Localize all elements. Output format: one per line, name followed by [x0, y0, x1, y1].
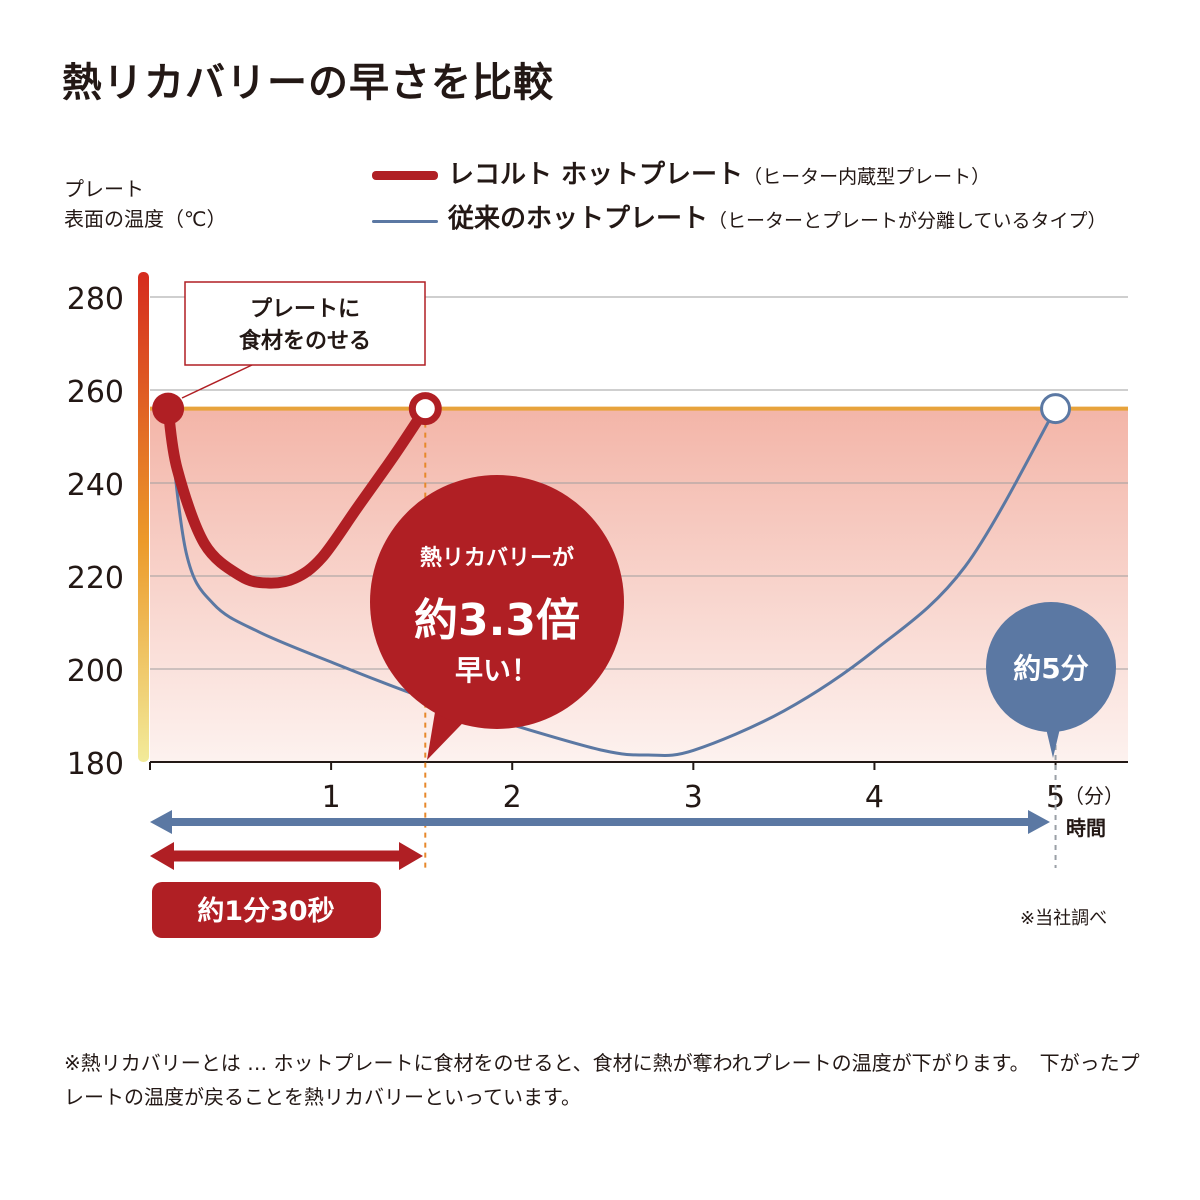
legend-name-recolte: レコルト ホットプレート: [448, 160, 744, 190]
x-tick-label-1: 2: [503, 780, 522, 815]
recolte-arrow-head-right: [399, 842, 423, 870]
y-tick-label-0: 180: [67, 747, 124, 782]
y-axis-label-line1: プレート: [64, 177, 144, 201]
duration-badge: [152, 882, 381, 938]
footnote: ※熱リカバリーとは … ホットプレートに食材をのせると、食材に熱が奪われプレート…: [64, 1051, 1140, 1109]
duration-badge-text: 約1分30秒: [197, 895, 334, 927]
legend-label-conventional: 従来のホットプレート（ヒーターとプレートが分離しているタイプ）: [448, 200, 1106, 240]
bubble-text-line3: 早い！: [455, 654, 539, 687]
conventional-end-point: [1040, 393, 1072, 425]
callout-text-line1: プレートに: [250, 297, 360, 322]
y-axis-label: プレート 表面の温度（℃）: [64, 174, 226, 234]
y-axis-label-line2: 表面の温度（℃）: [64, 207, 227, 231]
callout-box: [184, 281, 426, 366]
y-tick-label-4: 260: [67, 375, 124, 410]
recolte-arrow-head-left: [150, 842, 174, 870]
bubble-text-big: 約3.3倍: [414, 595, 580, 646]
series-line-conventional: [166, 407, 1057, 757]
series-line-recolte: [162, 403, 431, 589]
recovery-bubble: [370, 475, 624, 729]
recolte-end-point: [408, 392, 442, 426]
legend-name-conventional: 従来のホットプレート: [448, 204, 709, 234]
y-tick-label-5: 280: [67, 282, 124, 317]
y-tick-label-2: 220: [67, 561, 124, 596]
x-tick-label-3: 4: [865, 780, 884, 815]
bubble-text-line1: 熱リカバリーが: [420, 545, 574, 571]
legend-note-conventional: （ヒーターとプレートが分離しているタイプ）: [708, 210, 1107, 232]
legend-label-recolte: レコルト ホットプレート（ヒーター内蔵型プレート）: [448, 156, 990, 196]
source-note: ※当社調べ: [1020, 908, 1107, 929]
callout-text-line2: 食材をのせる: [239, 328, 371, 354]
callout-leader: [181, 364, 253, 399]
conventional-arrow-head-right: [1028, 810, 1050, 834]
y-tick-label-1: 200: [67, 654, 124, 689]
legend-swatch-blue: [372, 220, 438, 223]
x-axis-label: 時間: [1066, 816, 1106, 840]
x-unit-label: （分）: [1064, 784, 1124, 808]
x-tick-label-0: 1: [322, 780, 341, 815]
x-tick-label-2: 3: [684, 780, 703, 815]
y-tick-labels: 180 200 220 240 260 280: [67, 282, 124, 782]
five-min-bubble: [986, 602, 1116, 732]
y-tick-label-3: 240: [67, 468, 124, 503]
legend-swatch-red: [372, 171, 438, 180]
five-min-text: 約5分: [1013, 652, 1088, 685]
recolte-start-point: [152, 392, 185, 425]
legend-note-recolte: （ヒーター内蔵型プレート）: [743, 166, 991, 188]
heat-zone: [150, 408, 1128, 762]
temperature-color-bar: [138, 272, 149, 762]
x-ticks: [149, 762, 1057, 770]
chart-title: 熱リカバリーの早さを比較: [62, 60, 554, 106]
conventional-arrow-head-left: [150, 810, 172, 834]
